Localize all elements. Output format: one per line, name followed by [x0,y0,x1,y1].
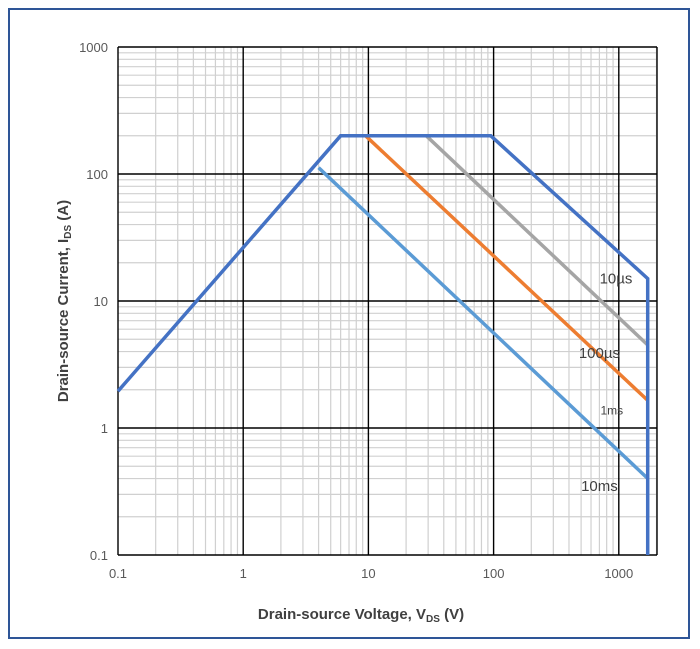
annotation-label: 100µs [579,345,620,362]
y-axis-title: Drain-source Current, IDS (A) [55,200,74,402]
y-tick-label: 1 [101,421,108,436]
x-tick-labels: 0.1 1 10 100 1000 [109,566,633,581]
series-line-1ms [364,134,649,402]
y-tick-label: 0.1 [90,548,108,563]
x-axis-title: Drain-source Voltage, VDS (V) [258,606,464,625]
y-tick-label: 100 [86,167,108,182]
y-tick-labels: 0.1 1 10 100 1000 [79,40,108,563]
x-tick-label: 1 [240,566,247,581]
x-tick-label: 10 [361,566,375,581]
annotation-label: 10ms [581,478,618,495]
x-tick-label: 100 [483,566,505,581]
y-tick-label: 10 [94,294,108,309]
annotation-label: 1ms [601,403,624,417]
series-lines [116,134,650,555]
x-tick-label: 0.1 [109,566,127,581]
major-gridlines [117,46,658,556]
series-line-10s [116,134,650,555]
series-line-10ms [317,166,649,480]
annotation-label: 10µs [600,271,633,288]
series-line-100s [425,134,649,347]
curve-annotations: 10µs 100µs 1ms 10ms [579,271,633,495]
y-tick-label: 1000 [79,40,108,55]
x-tick-label: 1000 [604,566,633,581]
